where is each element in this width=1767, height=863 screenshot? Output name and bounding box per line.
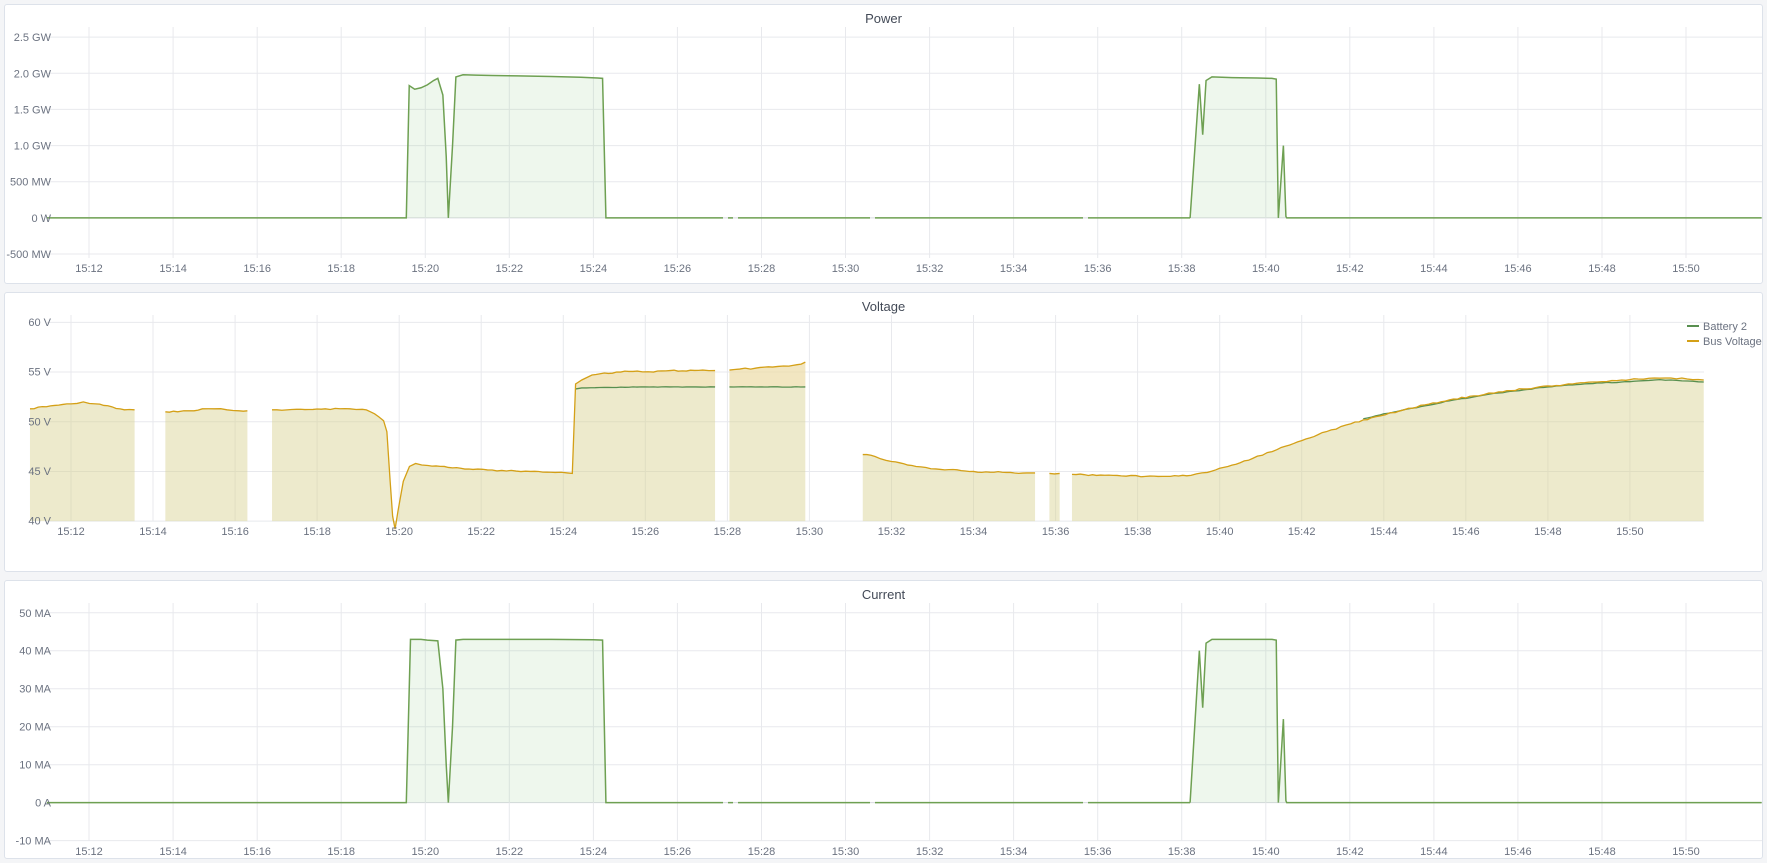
svg-text:15:22: 15:22 (496, 263, 524, 275)
svg-text:15:44: 15:44 (1420, 263, 1448, 275)
svg-text:15:14: 15:14 (159, 846, 187, 858)
svg-text:15:28: 15:28 (748, 263, 776, 275)
svg-text:15:48: 15:48 (1588, 263, 1616, 275)
svg-text:15:14: 15:14 (159, 263, 187, 275)
svg-text:15:24: 15:24 (580, 846, 608, 858)
svg-text:15:34: 15:34 (1000, 263, 1028, 275)
svg-text:15:42: 15:42 (1336, 846, 1364, 858)
svg-text:15:12: 15:12 (57, 526, 85, 538)
svg-text:15:26: 15:26 (664, 263, 692, 275)
svg-text:15:22: 15:22 (467, 526, 495, 538)
svg-text:15:12: 15:12 (75, 263, 103, 275)
svg-text:15:28: 15:28 (714, 526, 742, 538)
svg-text:15:50: 15:50 (1672, 846, 1700, 858)
svg-text:15:48: 15:48 (1588, 846, 1616, 858)
svg-text:15:36: 15:36 (1084, 846, 1112, 858)
svg-text:15:50: 15:50 (1672, 263, 1700, 275)
svg-text:15:32: 15:32 (878, 526, 906, 538)
svg-text:55 V: 55 V (28, 367, 51, 379)
svg-text:60 V: 60 V (28, 317, 51, 329)
svg-text:0 W: 0 W (31, 213, 51, 225)
svg-text:15:30: 15:30 (832, 263, 860, 275)
svg-text:15:26: 15:26 (632, 526, 660, 538)
svg-text:15:34: 15:34 (1000, 846, 1028, 858)
svg-text:15:26: 15:26 (664, 846, 692, 858)
svg-text:15:50: 15:50 (1616, 526, 1644, 538)
svg-text:15:28: 15:28 (748, 846, 776, 858)
svg-text:15:46: 15:46 (1504, 263, 1532, 275)
svg-text:Battery 2: Battery 2 (1703, 321, 1747, 333)
svg-text:15:44: 15:44 (1420, 846, 1448, 858)
svg-text:15:38: 15:38 (1124, 526, 1152, 538)
svg-text:15:18: 15:18 (327, 263, 355, 275)
svg-text:45 V: 45 V (28, 466, 51, 478)
svg-text:15:22: 15:22 (496, 846, 524, 858)
svg-text:15:18: 15:18 (303, 526, 331, 538)
svg-text:2.5 GW: 2.5 GW (14, 32, 52, 44)
svg-text:15:12: 15:12 (75, 846, 103, 858)
svg-text:15:32: 15:32 (916, 263, 944, 275)
svg-text:15:36: 15:36 (1084, 263, 1112, 275)
svg-text:15:46: 15:46 (1452, 526, 1480, 538)
svg-text:15:42: 15:42 (1336, 263, 1364, 275)
svg-text:2.0 GW: 2.0 GW (14, 68, 52, 80)
svg-text:15:20: 15:20 (412, 846, 440, 858)
svg-text:15:40: 15:40 (1206, 526, 1234, 538)
svg-text:15:40: 15:40 (1252, 846, 1280, 858)
svg-text:50 MA: 50 MA (19, 608, 51, 620)
svg-text:40 MA: 40 MA (19, 646, 51, 658)
svg-text:15:38: 15:38 (1168, 846, 1196, 858)
svg-text:0 A: 0 A (35, 798, 52, 810)
svg-text:15:32: 15:32 (916, 846, 944, 858)
svg-text:1.0 GW: 1.0 GW (14, 141, 52, 153)
svg-text:15:38: 15:38 (1168, 263, 1196, 275)
svg-text:15:30: 15:30 (796, 526, 824, 538)
svg-text:15:14: 15:14 (139, 526, 167, 538)
svg-text:15:16: 15:16 (243, 846, 271, 858)
svg-text:10 MA: 10 MA (19, 760, 51, 772)
svg-text:15:46: 15:46 (1504, 846, 1532, 858)
svg-text:20 MA: 20 MA (19, 722, 51, 734)
svg-text:500 MW: 500 MW (10, 177, 52, 189)
svg-text:30 MA: 30 MA (19, 684, 51, 696)
svg-text:15:30: 15:30 (832, 846, 860, 858)
svg-text:15:16: 15:16 (221, 526, 249, 538)
svg-text:-10 MA: -10 MA (16, 836, 52, 848)
svg-text:15:20: 15:20 (385, 526, 413, 538)
svg-text:15:20: 15:20 (412, 263, 440, 275)
svg-text:15:40: 15:40 (1252, 263, 1280, 275)
svg-text:50 V: 50 V (28, 416, 51, 428)
svg-text:40 V: 40 V (28, 516, 51, 528)
svg-text:1.5 GW: 1.5 GW (14, 104, 52, 116)
svg-text:15:34: 15:34 (960, 526, 988, 538)
svg-text:15:44: 15:44 (1370, 526, 1398, 538)
svg-text:15:36: 15:36 (1042, 526, 1070, 538)
svg-text:Bus Voltage: Bus Voltage (1703, 336, 1762, 348)
svg-text:15:18: 15:18 (327, 846, 355, 858)
svg-text:15:48: 15:48 (1534, 526, 1562, 538)
svg-text:15:24: 15:24 (550, 526, 578, 538)
svg-text:15:16: 15:16 (243, 263, 271, 275)
svg-text:15:42: 15:42 (1288, 526, 1316, 538)
svg-text:15:24: 15:24 (580, 263, 608, 275)
svg-text:-500 MW: -500 MW (6, 249, 51, 261)
